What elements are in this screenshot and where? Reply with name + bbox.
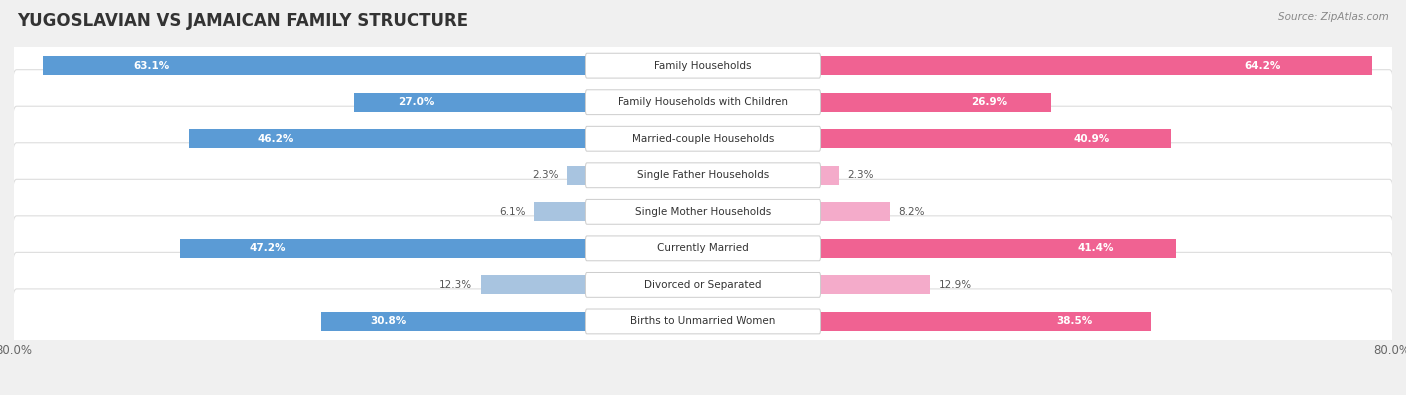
FancyBboxPatch shape (13, 289, 1393, 354)
Text: 12.9%: 12.9% (939, 280, 972, 290)
FancyBboxPatch shape (585, 90, 821, 115)
Bar (322, 312, 586, 331)
FancyBboxPatch shape (585, 163, 821, 188)
Text: Family Households: Family Households (654, 61, 752, 71)
Bar (820, 202, 890, 221)
Bar (534, 202, 586, 221)
FancyBboxPatch shape (13, 33, 1393, 98)
FancyBboxPatch shape (13, 106, 1393, 171)
Text: 26.9%: 26.9% (972, 97, 1008, 107)
Text: YUGOSLAVIAN VS JAMAICAN FAMILY STRUCTURE: YUGOSLAVIAN VS JAMAICAN FAMILY STRUCTURE (17, 12, 468, 30)
Text: 8.2%: 8.2% (898, 207, 925, 217)
Bar (354, 93, 586, 112)
FancyBboxPatch shape (13, 143, 1393, 208)
Text: Single Mother Households: Single Mother Households (636, 207, 770, 217)
Text: 30.8%: 30.8% (370, 316, 406, 326)
Text: 41.4%: 41.4% (1077, 243, 1114, 253)
Text: 2.3%: 2.3% (531, 170, 558, 180)
Bar (820, 312, 1152, 331)
Bar (481, 275, 586, 294)
FancyBboxPatch shape (585, 236, 821, 261)
Bar (820, 129, 1171, 148)
Text: 46.2%: 46.2% (257, 134, 294, 144)
Text: 38.5%: 38.5% (1056, 316, 1092, 326)
Bar (820, 93, 1050, 112)
Bar (820, 239, 1175, 258)
Bar (188, 129, 586, 148)
FancyBboxPatch shape (585, 199, 821, 224)
FancyBboxPatch shape (13, 216, 1393, 281)
Bar (567, 166, 586, 185)
Bar (820, 166, 839, 185)
FancyBboxPatch shape (13, 179, 1393, 245)
FancyBboxPatch shape (13, 70, 1393, 135)
Text: Married-couple Households: Married-couple Households (631, 134, 775, 144)
Text: 27.0%: 27.0% (398, 97, 434, 107)
Text: Currently Married: Currently Married (657, 243, 749, 253)
Text: Single Father Households: Single Father Households (637, 170, 769, 180)
Bar (820, 275, 931, 294)
FancyBboxPatch shape (13, 252, 1393, 318)
Legend: Yugoslavian, Jamaican: Yugoslavian, Jamaican (602, 392, 804, 395)
Text: Source: ZipAtlas.com: Source: ZipAtlas.com (1278, 12, 1389, 22)
FancyBboxPatch shape (585, 309, 821, 334)
Bar (820, 56, 1372, 75)
Text: Divorced or Separated: Divorced or Separated (644, 280, 762, 290)
FancyBboxPatch shape (585, 53, 821, 78)
Text: 63.1%: 63.1% (134, 61, 170, 71)
Text: Births to Unmarried Women: Births to Unmarried Women (630, 316, 776, 326)
Text: 47.2%: 47.2% (250, 243, 287, 253)
Bar (44, 56, 586, 75)
FancyBboxPatch shape (585, 126, 821, 151)
FancyBboxPatch shape (585, 273, 821, 297)
Text: 64.2%: 64.2% (1244, 61, 1281, 71)
Bar (180, 239, 586, 258)
Text: 12.3%: 12.3% (439, 280, 472, 290)
Text: 40.9%: 40.9% (1074, 134, 1109, 144)
Text: Family Households with Children: Family Households with Children (619, 97, 787, 107)
Text: 6.1%: 6.1% (499, 207, 526, 217)
Text: 2.3%: 2.3% (848, 170, 875, 180)
